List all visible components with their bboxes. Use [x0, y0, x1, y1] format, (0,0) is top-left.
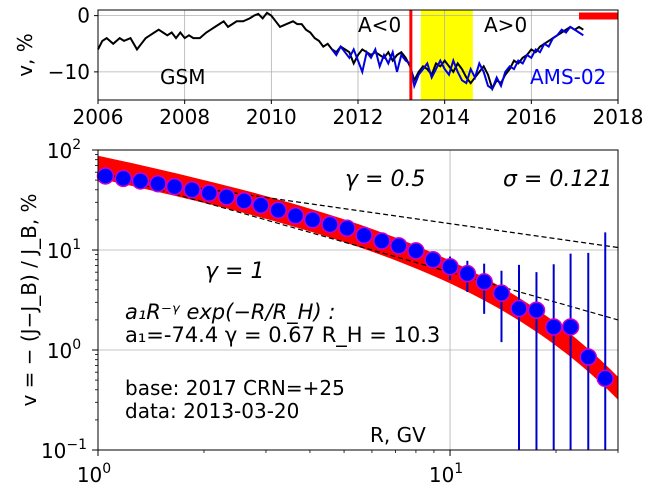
reference-line-gamma-1	[97, 171, 619, 321]
data-point	[252, 196, 270, 215]
data-point	[407, 242, 425, 260]
data-point	[389, 237, 408, 255]
top-y-tick-label: −10	[48, 60, 90, 84]
top-grid	[97, 10, 619, 100]
data-point	[355, 226, 373, 245]
data-point	[149, 174, 167, 193]
x-axis-label: R, GV	[370, 423, 426, 447]
gamma-one-label: γ = 1	[205, 259, 264, 284]
bottom-x-tick-label: 100	[77, 461, 111, 487]
data-point	[373, 232, 391, 250]
bottom-y-tick-label: 10−1	[41, 437, 87, 463]
top-ticks: 2006 2008 2010 2012 2014 2016 2018 0 −10	[48, 4, 644, 129]
top-panel: 2006 2008 2010 2012 2014 2016 2018 0 −10 GSM AMS…	[13, 4, 643, 129]
data-point	[165, 177, 184, 196]
data-point	[114, 169, 133, 188]
bottom-axes-frame	[97, 149, 619, 451]
top-x-tick-label: 2016	[506, 105, 557, 129]
data-point	[561, 318, 580, 336]
data-point	[200, 184, 218, 202]
data-point	[579, 348, 598, 366]
data-point	[596, 369, 615, 388]
data-point	[286, 207, 305, 225]
bottom-y-tick-label: 101	[47, 237, 81, 263]
top-y-tick-label: 0	[77, 4, 90, 28]
data-point	[235, 192, 253, 210]
data-date: data: 2013-03-20	[125, 399, 299, 423]
ams-label: AMS-02	[530, 65, 606, 89]
data-point	[458, 264, 477, 283]
bottom-y-axis-label: v = − (J−J_B) / J_B, %	[17, 193, 41, 406]
data-point	[510, 299, 528, 318]
top-x-tick-label: 2010	[246, 105, 297, 129]
data-point	[475, 273, 493, 291]
data-point	[441, 257, 459, 276]
sigma-label: σ = 0.121	[503, 167, 612, 192]
gsm-label: GSM	[160, 65, 205, 89]
data-point	[303, 211, 322, 229]
top-y-axis-label: v, %	[13, 33, 37, 77]
data-points	[96, 167, 615, 388]
series-line-ams-02	[331, 25, 584, 91]
bottom-y-tick-label: 100	[47, 337, 81, 363]
top-x-tick-label: 2006	[73, 105, 124, 129]
data-point	[424, 250, 442, 269]
series-line-gsm	[97, 11, 584, 92]
top-x-tick-label: 2008	[159, 105, 210, 129]
gamma-half-label: γ = 0.5	[345, 167, 425, 192]
data-point	[544, 318, 563, 336]
bottom-y-tick-label: 102	[47, 137, 81, 163]
data-point	[492, 284, 511, 302]
top-x-tick-label: 2012	[333, 105, 384, 129]
fit-formula: a₁R⁻ᵞ exp(−R/R_H) :	[125, 300, 335, 325]
data-point	[321, 215, 339, 234]
data-point	[338, 219, 356, 238]
data-point	[131, 172, 150, 190]
base-info: base: 2017 CRN=+25	[125, 376, 345, 400]
data-point	[217, 188, 236, 206]
highlight-band	[420, 10, 473, 100]
bottom-x-tick-label: 101	[429, 461, 463, 487]
a-negative-label: A<0	[358, 13, 401, 37]
data-point	[269, 201, 287, 219]
top-x-tick-label: 2014	[419, 105, 470, 129]
fit-parameters: a₁=-74.4 γ = 0.67 R_H = 10.3	[125, 323, 440, 348]
a-positive-label: A>0	[484, 13, 527, 37]
data-point	[527, 301, 546, 319]
data-point	[183, 181, 201, 199]
top-x-tick-label: 2018	[593, 105, 644, 129]
data-point	[96, 167, 115, 185]
